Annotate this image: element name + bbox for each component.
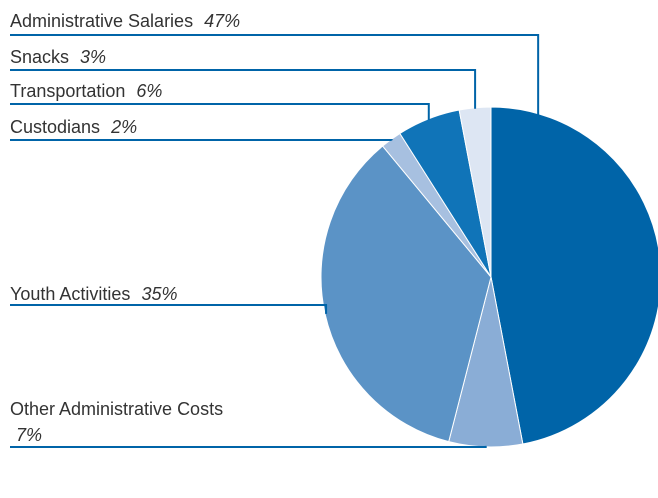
leader-line (10, 445, 487, 448)
pie-slice (320, 145, 492, 443)
leader-line (10, 304, 328, 314)
slice-label: Transportation 6% (10, 78, 430, 104)
value-label: 7% (16, 425, 43, 445)
slice-label: Other Administrative Costs 7% (10, 396, 225, 448)
leader-line (10, 69, 477, 109)
category-label: Snacks (10, 47, 70, 67)
value-label: 47% (204, 11, 241, 31)
slice-label: Custodians 2% (10, 114, 390, 140)
value-label: 6% (136, 81, 163, 101)
category-label: Other Administrative Costs (10, 399, 224, 419)
value-label: 3% (80, 47, 107, 67)
category-label: Custodians (10, 117, 101, 137)
value-label: 35% (141, 284, 178, 304)
slice-label: Administrative Salaries 47% (10, 8, 410, 34)
pie-slice (490, 106, 658, 445)
category-label: Youth Activities (10, 284, 131, 304)
slice-label: Snacks 3% (10, 44, 470, 70)
category-label: Administrative Salaries (10, 11, 194, 31)
category-label: Transportation (10, 81, 126, 101)
leader-line (10, 103, 430, 120)
leader-line (10, 34, 540, 115)
value-label: 2% (111, 117, 138, 137)
slice-label: Youth Activities 35% (10, 281, 330, 307)
